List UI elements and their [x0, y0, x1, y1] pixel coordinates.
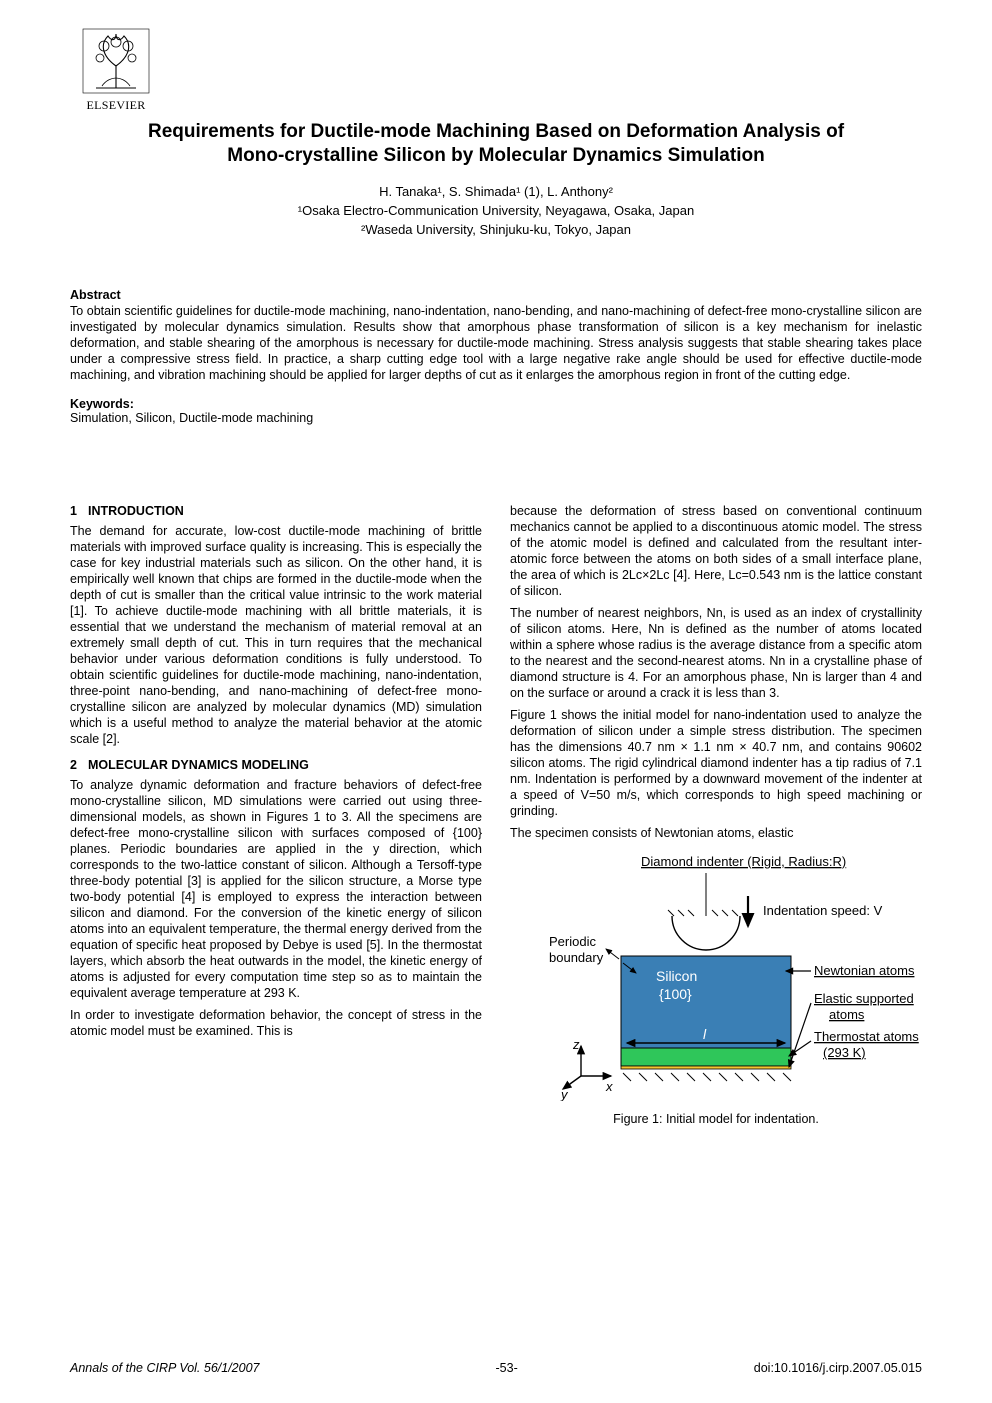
- svg-text:y: y: [560, 1087, 569, 1101]
- section-2-heading: 2MOLECULAR DYNAMICS MODELING: [70, 757, 482, 773]
- fig1-periodic-label2: boundary: [549, 950, 604, 965]
- figure-1-svg: Diamond indenter (Rigid, Radius:R) Inden…: [510, 851, 922, 1101]
- figure-1: Diamond indenter (Rigid, Radius:R) Inden…: [510, 851, 922, 1126]
- title-block: Requirements for Ductile-mode Machining …: [70, 120, 922, 237]
- right-column: because the deformation of stress based …: [510, 503, 922, 1126]
- section-1-p1: The demand for accurate, low-cost ductil…: [70, 523, 482, 747]
- publisher-name: ELSEVIER: [78, 98, 154, 113]
- fig1-periodic-label1: Periodic: [549, 934, 596, 949]
- fig1-silicon-label2: {100}: [659, 986, 692, 1002]
- fig1-elastic-label2: atoms: [829, 1007, 865, 1022]
- section-2-title: MOLECULAR DYNAMICS MODELING: [88, 758, 309, 772]
- fig1-thermostat-label2: (293 K): [823, 1045, 866, 1060]
- section-2-p1: To analyze dynamic deformation and fract…: [70, 777, 482, 1001]
- abstract-block: Abstract To obtain scientific guidelines…: [70, 287, 922, 383]
- keywords-block: Keywords: Simulation, Silicon, Ductile-m…: [70, 397, 922, 425]
- fig1-elastic-layer: [621, 1066, 791, 1069]
- fig1-elastic-label1: Elastic supported: [814, 991, 914, 1006]
- abstract-text: To obtain scientific guidelines for duct…: [70, 303, 922, 383]
- svg-text:x: x: [605, 1079, 613, 1094]
- footer-center: -53-: [496, 1361, 518, 1375]
- fig1-indenter-hatch: [668, 910, 738, 916]
- right-p1: because the deformation of stress based …: [510, 503, 922, 599]
- fig1-base-hatch: [623, 1073, 791, 1081]
- svg-text:z: z: [572, 1037, 580, 1052]
- footer-right: doi:10.1016/j.cirp.2007.05.015: [754, 1361, 922, 1375]
- fig1-speed-label: Indentation speed: V: [763, 903, 883, 918]
- elsevier-tree-icon: [82, 28, 150, 96]
- fig1-thermostat-layer: [621, 1048, 791, 1066]
- section-2-p2: In order to investigate deformation beha…: [70, 1007, 482, 1039]
- body-columns: 1INTRODUCTION The demand for accurate, l…: [70, 503, 922, 1126]
- fig1-indenter-label: Diamond indenter (Rigid, Radius:R): [641, 854, 846, 869]
- authors: H. Tanaka¹, S. Shimada¹ (1), L. Anthony²: [70, 184, 922, 199]
- keywords-heading: Keywords:: [70, 397, 134, 411]
- page-footer: Annals of the CIRP Vol. 56/1/2007 -53- d…: [70, 1361, 922, 1375]
- affiliation-2: ²Waseda University, Shinjuku-ku, Tokyo, …: [70, 222, 922, 237]
- right-p2: The number of nearest neighbors, Nn, is …: [510, 605, 922, 701]
- abstract-heading: Abstract: [70, 288, 121, 302]
- right-p4: The specimen consists of Newtonian atoms…: [510, 825, 922, 841]
- section-1-num: 1: [70, 503, 88, 519]
- affiliation-1: ¹Osaka Electro-Communication University,…: [70, 203, 922, 218]
- fig1-elastic-arrow: [789, 1003, 811, 1067]
- fig1-silicon-label1: Silicon: [656, 968, 697, 984]
- paper-title-line2: Mono-crystalline Silicon by Molecular Dy…: [70, 144, 922, 168]
- publisher-logo-block: ELSEVIER: [78, 28, 154, 113]
- footer-left: Annals of the CIRP Vol. 56/1/2007: [70, 1361, 259, 1375]
- left-column: 1INTRODUCTION The demand for accurate, l…: [70, 503, 482, 1126]
- section-2-num: 2: [70, 757, 88, 773]
- fig1-thermostat-label1: Thermostat atoms: [814, 1029, 919, 1044]
- section-1-heading: 1INTRODUCTION: [70, 503, 482, 519]
- section-1-title: INTRODUCTION: [88, 504, 184, 518]
- right-p3: Figure 1 shows the initial model for nan…: [510, 707, 922, 819]
- figure-1-caption: Figure 1: Initial model for indentation.: [510, 1111, 922, 1127]
- paper-title-line1: Requirements for Ductile-mode Machining …: [70, 120, 922, 144]
- keywords-text: Simulation, Silicon, Ductile-mode machin…: [70, 411, 313, 425]
- fig1-newtonian-label: Newtonian atoms: [814, 963, 915, 978]
- fig1-indenter-shape: [672, 916, 740, 950]
- fig1-thermostat-arrow: [789, 1041, 811, 1056]
- fig1-axes: z x y: [560, 1037, 613, 1101]
